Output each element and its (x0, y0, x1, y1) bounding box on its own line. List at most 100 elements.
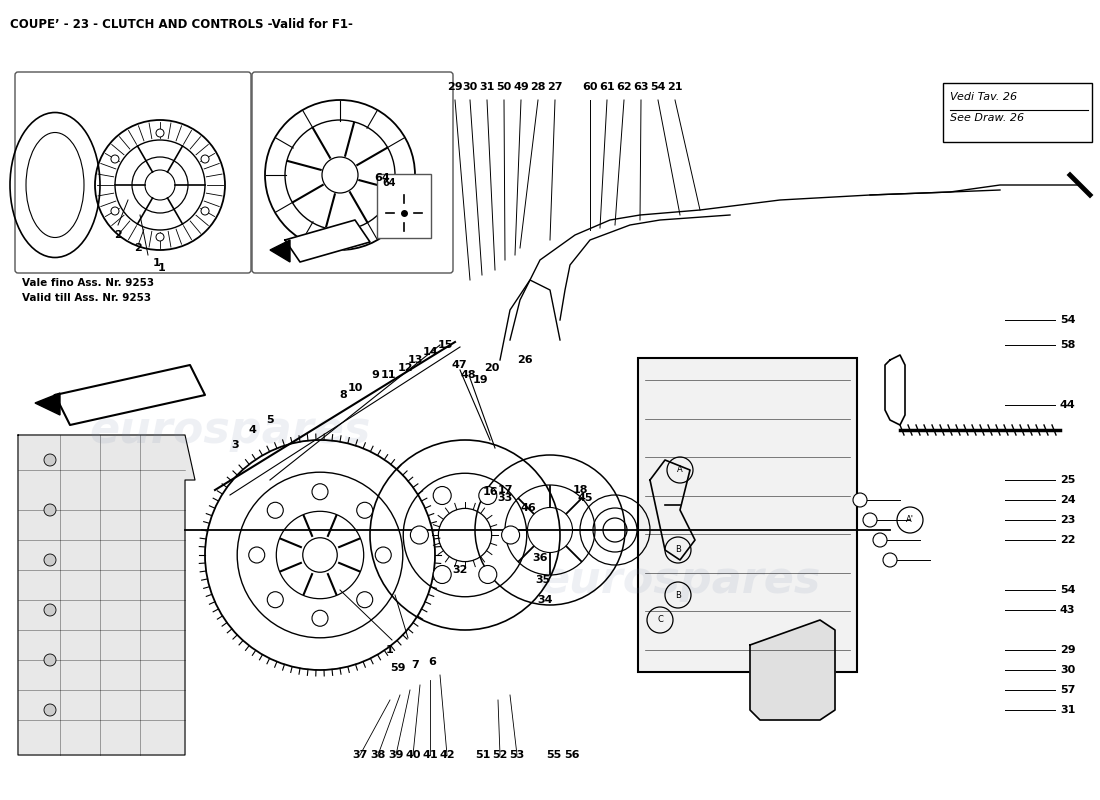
Text: 17: 17 (497, 485, 513, 495)
Text: 62: 62 (616, 82, 631, 92)
Text: 58: 58 (1060, 340, 1076, 350)
Circle shape (312, 610, 328, 626)
FancyBboxPatch shape (638, 358, 857, 672)
Text: 14: 14 (422, 347, 438, 357)
Text: 29: 29 (1060, 645, 1076, 655)
Text: 54: 54 (1060, 315, 1076, 325)
Circle shape (111, 207, 119, 215)
Text: 4: 4 (249, 425, 256, 435)
Circle shape (44, 454, 56, 466)
Text: 1: 1 (153, 258, 161, 268)
Text: 52: 52 (493, 750, 508, 760)
Text: 45: 45 (578, 493, 593, 503)
Text: B: B (675, 590, 681, 599)
Text: 36: 36 (532, 553, 548, 563)
Text: 37: 37 (352, 750, 367, 760)
Text: 20: 20 (484, 363, 499, 373)
Text: 19: 19 (472, 375, 487, 385)
Text: 21: 21 (668, 82, 683, 92)
Text: 28: 28 (530, 82, 546, 92)
Text: 2: 2 (114, 230, 122, 240)
Circle shape (267, 592, 284, 608)
Text: 23: 23 (1060, 515, 1076, 525)
Text: 51: 51 (475, 750, 491, 760)
Circle shape (410, 526, 428, 544)
Text: 64: 64 (374, 173, 389, 183)
Text: A: A (678, 466, 683, 474)
Text: 35: 35 (536, 575, 551, 585)
Circle shape (302, 538, 338, 572)
Polygon shape (750, 620, 835, 720)
Circle shape (44, 704, 56, 716)
Circle shape (375, 547, 392, 563)
Text: 6: 6 (428, 657, 436, 667)
Text: 1: 1 (158, 263, 166, 273)
Text: 2: 2 (134, 243, 142, 253)
Circle shape (201, 207, 209, 215)
Text: 41: 41 (422, 750, 438, 760)
Text: C: C (657, 615, 663, 625)
Text: 50: 50 (496, 82, 512, 92)
Text: 49: 49 (513, 82, 529, 92)
Circle shape (883, 553, 896, 567)
Circle shape (44, 654, 56, 666)
Circle shape (156, 233, 164, 241)
FancyBboxPatch shape (943, 83, 1092, 142)
Polygon shape (270, 240, 290, 262)
FancyBboxPatch shape (15, 72, 251, 273)
Circle shape (44, 504, 56, 516)
Polygon shape (35, 393, 60, 415)
Circle shape (873, 533, 887, 547)
Text: 64: 64 (382, 178, 396, 188)
Text: 63: 63 (634, 82, 649, 92)
Text: 30: 30 (1060, 665, 1076, 675)
Text: 57: 57 (1060, 685, 1076, 695)
Text: 29: 29 (448, 82, 463, 92)
Circle shape (44, 554, 56, 566)
Circle shape (433, 486, 451, 505)
Text: 53: 53 (509, 750, 525, 760)
Circle shape (502, 526, 519, 544)
Circle shape (267, 502, 284, 518)
Circle shape (312, 484, 328, 500)
Text: 42: 42 (439, 750, 454, 760)
Text: Vedi Tav. 26: Vedi Tav. 26 (950, 92, 1018, 102)
Circle shape (478, 566, 497, 583)
Circle shape (478, 486, 497, 505)
Polygon shape (285, 220, 370, 262)
Text: 31: 31 (1060, 705, 1076, 715)
Circle shape (356, 502, 373, 518)
Text: 9: 9 (371, 370, 378, 380)
Text: 5: 5 (266, 415, 274, 425)
Text: 18: 18 (572, 485, 587, 495)
Text: 43: 43 (1060, 605, 1076, 615)
FancyBboxPatch shape (252, 72, 453, 273)
Text: 3: 3 (231, 440, 239, 450)
Text: 46: 46 (520, 503, 536, 513)
Text: 38: 38 (371, 750, 386, 760)
Text: 31: 31 (480, 82, 495, 92)
Text: 16: 16 (482, 487, 498, 497)
Text: A': A' (906, 515, 914, 525)
Circle shape (356, 592, 373, 608)
Text: 30: 30 (462, 82, 477, 92)
Text: 32: 32 (452, 565, 468, 575)
Circle shape (864, 513, 877, 527)
Text: 22: 22 (1060, 535, 1076, 545)
Circle shape (249, 547, 265, 563)
Text: 13: 13 (407, 355, 422, 365)
Text: 55: 55 (547, 750, 562, 760)
Text: 33: 33 (497, 493, 513, 503)
Text: COUPE’ - 23 - CLUTCH AND CONTROLS -Valid for F1-: COUPE’ - 23 - CLUTCH AND CONTROLS -Valid… (10, 18, 353, 31)
Text: B: B (675, 546, 681, 554)
Text: 56: 56 (564, 750, 580, 760)
Text: 54: 54 (650, 82, 666, 92)
Circle shape (111, 155, 119, 163)
Polygon shape (18, 435, 195, 755)
Text: 12: 12 (397, 363, 412, 373)
Circle shape (433, 566, 451, 583)
Text: 61: 61 (600, 82, 615, 92)
Text: 39: 39 (388, 750, 404, 760)
Text: 34: 34 (537, 595, 552, 605)
Text: 44: 44 (1060, 400, 1076, 410)
